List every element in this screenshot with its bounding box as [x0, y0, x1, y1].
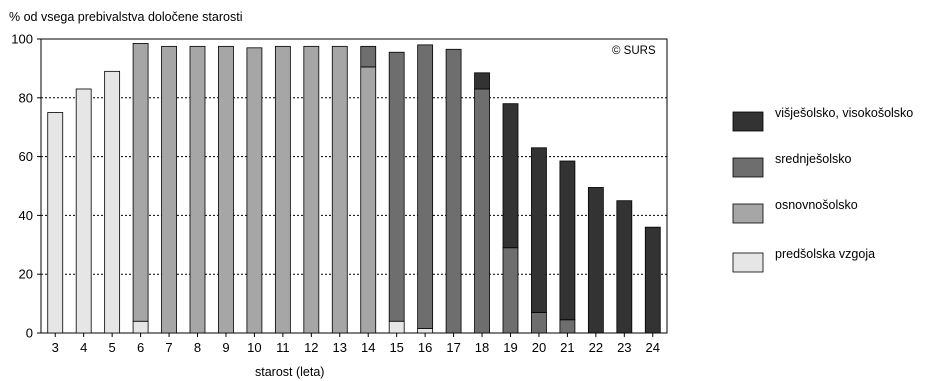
legend-swatch	[732, 252, 764, 273]
bar-16-segment	[417, 44, 434, 329]
bar-15-segment	[388, 320, 405, 334]
legend-swatch	[732, 111, 764, 132]
legend-swatch	[732, 157, 764, 178]
x-tick-label: 18	[475, 340, 489, 355]
plot-frame	[40, 38, 668, 334]
x-tick-label: 5	[109, 340, 116, 355]
bar-21-segment	[559, 160, 576, 321]
bar-8-segment	[189, 45, 206, 334]
y-axis-title: % od vsega prebivalstva določene starost…	[9, 10, 243, 24]
legend-label: osnovnošolsko	[775, 198, 858, 212]
legend-swatch	[732, 203, 764, 224]
bar-9-segment	[218, 45, 234, 334]
bar-12-segment	[303, 45, 320, 334]
y-tick-label: 100	[11, 32, 33, 47]
bar-21-segment	[559, 319, 576, 334]
bar-18-segment	[474, 72, 490, 90]
bar-14-segment	[360, 66, 377, 334]
bar-15-segment	[388, 51, 405, 322]
y-tick-label: 0	[26, 326, 33, 341]
bar-10-segment	[246, 47, 263, 334]
bar-20-segment	[531, 147, 547, 313]
x-tick-label: 16	[418, 340, 432, 355]
bar-3-segment	[47, 112, 64, 334]
x-tick-label: 24	[646, 340, 660, 355]
x-tick-label: 14	[361, 340, 375, 355]
bar-6-segment	[132, 320, 149, 334]
bar-14-segment	[360, 45, 377, 68]
bar-19-segment	[502, 103, 519, 249]
bar-20-segment	[531, 312, 547, 334]
bar-23-segment	[616, 200, 633, 334]
bar-6-segment	[132, 43, 149, 322]
legend-label: višješolsko, visokošolsko	[775, 106, 913, 120]
bar-17-segment	[445, 48, 462, 334]
x-axis-title: starost (leta)	[255, 365, 325, 379]
x-tick-label: 21	[560, 340, 574, 355]
copyright-annotation: © SURS	[612, 45, 656, 57]
x-tick-label: 6	[137, 340, 144, 355]
legend-label: predšolska vzgoja	[775, 247, 875, 261]
y-tick-label: 80	[19, 90, 33, 105]
bar-13-segment	[331, 45, 348, 334]
bar-18-segment	[474, 88, 490, 334]
x-tick-label: 8	[194, 340, 201, 355]
x-tick-label: 17	[446, 340, 460, 355]
bar-24-segment	[644, 226, 661, 334]
bar-4-segment	[75, 88, 92, 334]
x-tick-label: 20	[532, 340, 546, 355]
bar-7-segment	[161, 45, 177, 334]
x-tick-label: 12	[304, 340, 318, 355]
x-tick-label: 9	[222, 340, 229, 355]
y-tick-label: 60	[19, 149, 33, 164]
x-tick-label: 7	[165, 340, 172, 355]
x-tick-label: 22	[589, 340, 603, 355]
x-tick-label: 11	[276, 340, 290, 355]
x-tick-label: 15	[389, 340, 403, 355]
bar-11-segment	[274, 45, 291, 334]
bar-19-segment	[502, 247, 519, 334]
y-tick-label: 20	[19, 267, 33, 282]
x-tick-label: 23	[617, 340, 631, 355]
x-tick-label: 10	[247, 340, 261, 355]
legend-label: srednješolsko	[775, 152, 851, 166]
bar-22-segment	[587, 187, 604, 334]
x-tick-label: 13	[333, 340, 347, 355]
x-tick-label: 19	[503, 340, 517, 355]
x-tick-label: 4	[80, 340, 87, 355]
y-tick-label: 40	[19, 208, 33, 223]
x-tick-label: 3	[52, 340, 59, 355]
bar-16-segment	[417, 328, 434, 334]
bar-5-segment	[104, 70, 121, 334]
